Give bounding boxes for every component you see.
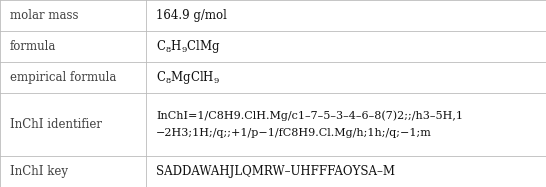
Text: 164.9 g/mol: 164.9 g/mol — [156, 9, 227, 22]
Text: InChI identifier: InChI identifier — [10, 118, 102, 131]
Text: $\mathregular{C_8MgClH_9}$: $\mathregular{C_8MgClH_9}$ — [156, 69, 220, 86]
Text: InChI key: InChI key — [10, 165, 68, 178]
Text: SADDAWAHJLQMRW–UHFFFAOYSA–M: SADDAWAHJLQMRW–UHFFFAOYSA–M — [156, 165, 395, 178]
Text: formula: formula — [10, 40, 56, 53]
Text: molar mass: molar mass — [10, 9, 78, 22]
Text: −2H3;1H;/q;;+1/p−1/fC8H9.Cl.Mg/h;1h;/q;−1;m: −2H3;1H;/q;;+1/p−1/fC8H9.Cl.Mg/h;1h;/q;−… — [156, 128, 432, 138]
Text: $\mathregular{C_8H_9ClMg}$: $\mathregular{C_8H_9ClMg}$ — [156, 38, 221, 55]
Text: empirical formula: empirical formula — [10, 71, 116, 84]
Text: InChI=1/C8H9.ClH.Mg/c1–7–5–3–4–6–8(7)2;;/h3–5H,1: InChI=1/C8H9.ClH.Mg/c1–7–5–3–4–6–8(7)2;;… — [156, 110, 463, 121]
